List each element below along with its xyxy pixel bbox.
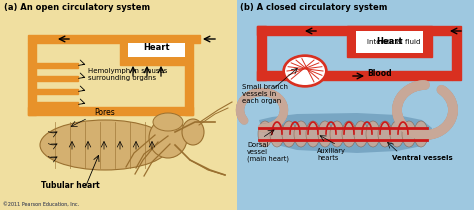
- Ellipse shape: [294, 121, 308, 147]
- Bar: [28, 43, 36, 115]
- Ellipse shape: [153, 113, 183, 131]
- Bar: [185, 65, 193, 115]
- Text: (b) A closed circulatory system: (b) A closed circulatory system: [240, 3, 387, 12]
- Text: Interstitial fluid: Interstitial fluid: [367, 39, 420, 45]
- Ellipse shape: [342, 121, 356, 147]
- Ellipse shape: [378, 121, 392, 147]
- Bar: [128, 43, 185, 57]
- Text: ©2011 Pearson Education, Inc.: ©2011 Pearson Education, Inc.: [3, 202, 79, 207]
- Bar: [0, 0, 237, 210]
- Text: Ventral vessels: Ventral vessels: [392, 155, 453, 161]
- Bar: [28, 107, 193, 115]
- Bar: [120, 43, 193, 65]
- Bar: [257, 26, 266, 80]
- Ellipse shape: [285, 57, 325, 85]
- Ellipse shape: [258, 121, 272, 147]
- Text: Hemolymph in sinuses
surrounding organs: Hemolymph in sinuses surrounding organs: [88, 68, 167, 81]
- Bar: [356, 31, 423, 53]
- Polygon shape: [259, 113, 432, 153]
- Bar: [237, 0, 474, 210]
- Bar: [347, 26, 432, 57]
- Ellipse shape: [182, 119, 204, 145]
- Text: Heart: Heart: [376, 37, 403, 46]
- Ellipse shape: [354, 121, 368, 147]
- Text: Dorsal
vessel
(main heart): Dorsal vessel (main heart): [247, 142, 289, 163]
- Bar: [452, 26, 461, 80]
- Bar: [28, 35, 200, 43]
- Ellipse shape: [366, 121, 380, 147]
- Text: Small branch
vessels in
each organ: Small branch vessels in each organ: [242, 84, 288, 104]
- Ellipse shape: [402, 121, 416, 147]
- Ellipse shape: [149, 118, 187, 158]
- Bar: [36, 63, 78, 68]
- Ellipse shape: [414, 121, 428, 147]
- Text: Auxiliary
hearts: Auxiliary hearts: [317, 148, 346, 161]
- Bar: [257, 26, 452, 35]
- Bar: [36, 89, 78, 94]
- Ellipse shape: [283, 55, 327, 87]
- Bar: [36, 102, 78, 107]
- Ellipse shape: [306, 121, 320, 147]
- Ellipse shape: [270, 121, 284, 147]
- Bar: [257, 71, 452, 80]
- Ellipse shape: [390, 121, 404, 147]
- Text: ©2011 Pearson Education, Inc.: ©2011 Pearson Education, Inc.: [3, 202, 79, 207]
- Text: Tubular heart: Tubular heart: [41, 181, 100, 190]
- Bar: [36, 76, 78, 81]
- Ellipse shape: [40, 120, 170, 170]
- Ellipse shape: [330, 121, 344, 147]
- Text: Blood: Blood: [367, 68, 392, 77]
- Text: Heart: Heart: [143, 43, 170, 52]
- Text: Pores: Pores: [95, 108, 115, 117]
- Ellipse shape: [318, 121, 332, 147]
- Text: (a) An open circulatory system: (a) An open circulatory system: [4, 3, 150, 12]
- Ellipse shape: [282, 121, 296, 147]
